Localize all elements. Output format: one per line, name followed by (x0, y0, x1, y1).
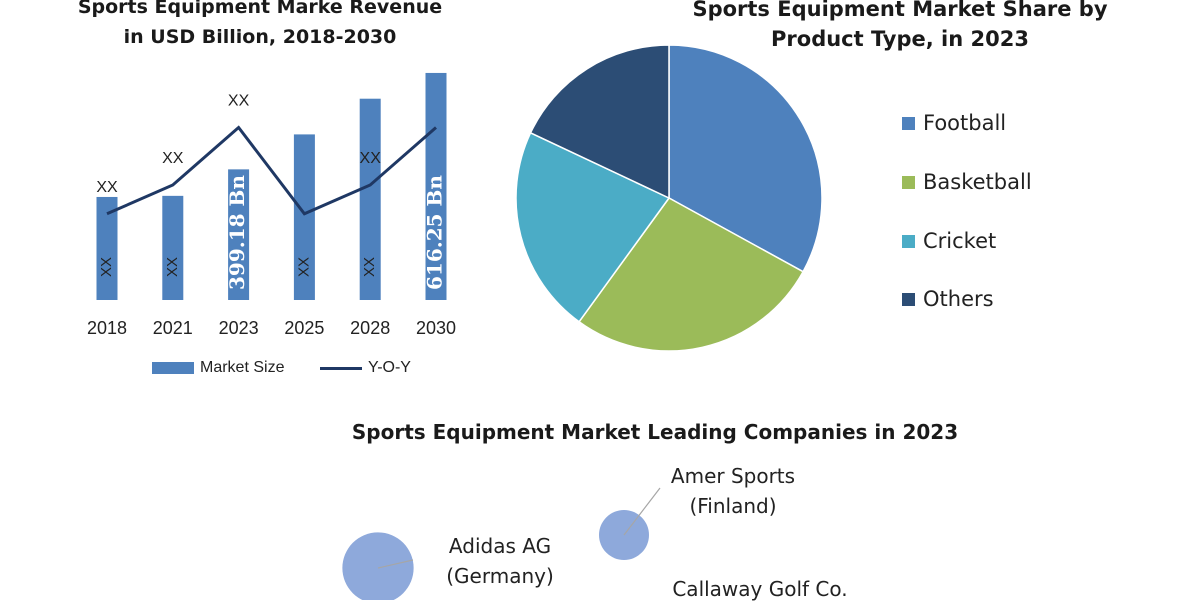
x-tick-2030: 2030 (416, 318, 456, 338)
bar-chart-title-line-1: Sports Equipment Marke Revenue (77, 0, 443, 18)
pie-legend-swatch-others (902, 292, 915, 306)
x-tick-2018: 2018 (87, 318, 127, 338)
bar-2025 (293, 134, 315, 300)
company-bubble-0 (342, 532, 414, 600)
pie-slice-basketball (578, 197, 805, 352)
bubble-label-adidas: Adidas AG (Germany) (420, 531, 580, 591)
bar-chart-title-line-2: in USD Billion, 2018-2030 (123, 26, 397, 48)
bar-label-2018: XX (98, 257, 115, 277)
x-tick-2025: 2025 (284, 318, 324, 338)
bubble-label-callaway: Callaway Golf Co. (640, 574, 880, 604)
pie-chart (515, 44, 823, 352)
bar-2021 (162, 195, 184, 300)
yoy-line (106, 125, 437, 216)
pie-legend-label-cricket: Cricket (923, 229, 997, 253)
x-tick-2028: 2028 (350, 318, 390, 338)
yoy-label-2021: XX (162, 150, 184, 167)
pie-legend-item-basketball: Basketball (902, 170, 1032, 194)
legend-yoy-swatch (320, 366, 362, 370)
pie-legend-swatch-basketball (902, 175, 915, 189)
bubble-label-amer-line-2: (Finland) (689, 494, 777, 518)
legend-yoy: Y-O-Y (320, 359, 411, 377)
bubble-label-adidas-line-1: Adidas AG (448, 534, 552, 558)
bar-2018 (96, 196, 118, 300)
company-leader-line-0 (377, 559, 414, 569)
pie-slice-football (668, 44, 823, 273)
legend-market-size-swatch (152, 362, 194, 374)
pie-slice-others (529, 44, 670, 200)
pie-legend-swatch-football (902, 116, 915, 130)
bar-label-2025: XX (295, 257, 312, 277)
pie-legend-label-basketball: Basketball (923, 170, 1032, 194)
pie-legend-item-football: Football (902, 111, 1006, 135)
company-leader-line-1 (623, 487, 661, 536)
pie-legend-label-football: Football (923, 111, 1007, 135)
pie-legend-item-others: Others (902, 287, 994, 311)
yoy-label-2028: XX (360, 150, 382, 167)
bubble-label-amer: Amer Sports (Finland) (653, 461, 813, 521)
bar-label-2023: 399.18 Bn (225, 175, 249, 290)
bar-2030 (425, 72, 447, 300)
pie-chart-title: Sports Equipment Market Share by Product… (640, 0, 1160, 54)
bar-label-2030: 616.25 Bn (423, 175, 447, 290)
bubble-label-amer-line-1: Amer Sports (670, 464, 796, 488)
pie-legend-label-others: Others (923, 287, 994, 311)
bar-2023 (228, 169, 250, 300)
bubble-label-callaway-line-1: Callaway Golf Co. (672, 577, 848, 601)
legend-market-size: Market Size (152, 359, 284, 377)
bar-2028 (359, 98, 381, 300)
pie-legend-swatch-cricket (902, 234, 915, 248)
bar-chart-title: Sports Equipment Marke Revenue in USD Bi… (60, 0, 460, 52)
companies-chart-title: Sports Equipment Market Leading Companie… (351, 420, 959, 444)
legend-yoy-label: Y-O-Y (368, 359, 411, 376)
bar-label-2021: XX (164, 257, 181, 277)
yoy-label-2018: XX (96, 179, 118, 196)
x-tick-2021: 2021 (153, 318, 193, 338)
pie-legend-item-cricket: Cricket (902, 229, 996, 253)
pie-chart-title-line-1: Sports Equipment Market Share by (692, 0, 1108, 21)
bar-label-2028: XX (361, 257, 378, 277)
x-tick-2023: 2023 (219, 318, 259, 338)
pie-chart-title-line-2: Product Type, in 2023 (771, 27, 1029, 51)
legend-market-size-label: Market Size (200, 359, 285, 376)
bubble-label-adidas-line-2: (Germany) (446, 564, 554, 588)
bar-chart: 2018 XX 2021 XX 2023 399.18 Bn 2025 XX 2028 XX 203… (87, 72, 456, 338)
yoy-label-2023: XX (228, 93, 250, 110)
